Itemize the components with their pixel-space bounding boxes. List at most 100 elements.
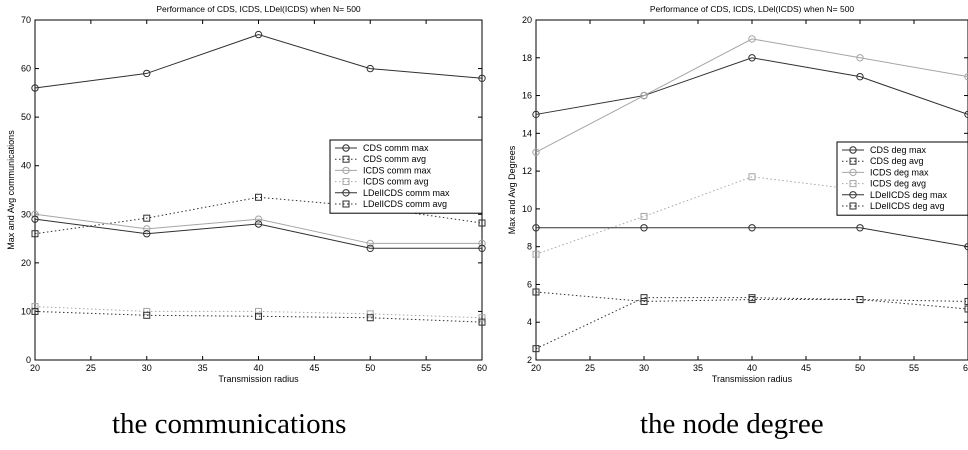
y-tick-label: 20 (522, 15, 532, 25)
data-point (964, 297, 968, 305)
legend-label: ICDS comm max (363, 165, 432, 175)
series-cds-deg-max (532, 54, 968, 119)
data-point (255, 193, 262, 201)
data-point (532, 345, 540, 353)
x-tick-label: 20 (30, 363, 40, 373)
y-axis-label: Max and Avg communications (6, 130, 16, 250)
x-tick-label: 55 (421, 363, 431, 373)
data-point (748, 173, 756, 181)
x-tick-label: 40 (253, 363, 263, 373)
data-point (640, 212, 648, 220)
data-point (532, 148, 540, 156)
data-point (366, 239, 374, 248)
data-point (964, 305, 968, 313)
data-point (143, 230, 151, 238)
y-tick-label: 6 (527, 279, 532, 289)
data-point (640, 224, 648, 232)
y-tick-label: 70 (21, 15, 31, 25)
legend-label: LDelICDS comm avg (363, 199, 447, 209)
legend-marker (342, 144, 350, 152)
data-point (856, 72, 864, 81)
y-tick-label: 50 (21, 112, 31, 122)
legend-label: CDS deg avg (870, 156, 924, 166)
legend-label: LDelICDS deg avg (870, 201, 945, 211)
y-tick-label: 20 (21, 258, 31, 268)
x-tick-label: 60 (963, 363, 968, 373)
data-point (143, 307, 151, 315)
x-tick-label: 30 (142, 363, 152, 373)
data-point (640, 297, 648, 305)
legend-label: ICDS deg avg (870, 179, 926, 189)
data-point (31, 303, 39, 311)
caption-node-degree: the node degree (640, 408, 824, 440)
data-point (31, 84, 39, 92)
y-tick-label: 18 (522, 53, 532, 63)
y-tick-label: 4 (527, 317, 532, 327)
data-point (856, 296, 864, 304)
data-point (143, 69, 151, 78)
legend-label: LDelICDS deg max (870, 190, 948, 200)
data-point (143, 225, 151, 233)
series-line (34, 310, 483, 323)
data-point (254, 220, 263, 228)
data-point (255, 312, 262, 320)
x-tick-label: 25 (86, 363, 96, 373)
data-point (478, 244, 486, 252)
series-cds-comm-max (31, 30, 486, 92)
data-point (748, 224, 756, 232)
data-point (640, 91, 648, 100)
legend-label: ICDS comm avg (363, 177, 429, 187)
series-line (34, 34, 483, 89)
legend-marker (342, 189, 350, 197)
data-point (748, 296, 756, 304)
y-tick-label: 60 (21, 64, 31, 74)
x-tick-label: 55 (909, 363, 919, 373)
data-point (532, 110, 540, 119)
legend-label: LDelICDS comm max (363, 188, 450, 198)
data-point (143, 214, 151, 222)
data-point (532, 288, 540, 296)
data-point (31, 215, 39, 223)
y-axis-label: Max and Avg Degrees (507, 145, 517, 234)
x-tick-label: 20 (531, 363, 541, 373)
data-point (254, 30, 263, 39)
legend-marker (342, 200, 350, 208)
x-tick-label: 40 (747, 363, 757, 373)
series-ldelicds-comm-max (31, 215, 486, 252)
x-tick-label: 50 (855, 363, 865, 373)
x-tick-label: 50 (365, 363, 375, 373)
y-tick-label: 2 (527, 355, 532, 365)
x-tick-label: 60 (477, 363, 487, 373)
data-point (532, 250, 540, 258)
data-point (143, 311, 151, 319)
data-point (255, 307, 262, 315)
series-ldelicds-deg-avg (532, 288, 968, 313)
chart-title: Performance of CDS, ICDS, LDel(ICDS) whe… (156, 4, 361, 14)
x-tick-label: 30 (639, 363, 649, 373)
data-point (478, 314, 486, 322)
y-tick-label: 8 (527, 242, 532, 252)
legend-box (836, 141, 968, 216)
x-tick-label: 35 (198, 363, 208, 373)
series-icds-comm-max (31, 210, 486, 248)
data-point (478, 219, 486, 227)
y-tick-label: 10 (21, 306, 31, 316)
x-axis-label: Transmission radius (712, 374, 793, 384)
x-tick-label: 45 (309, 363, 319, 373)
x-tick-label: 35 (693, 363, 703, 373)
legend-marker (849, 157, 857, 165)
x-axis-label: Transmission radius (218, 374, 299, 384)
series-icds-deg-max (532, 35, 968, 156)
series-line (535, 57, 968, 115)
y-tick-label: 10 (522, 204, 532, 214)
data-point (478, 239, 486, 248)
y-tick-label: 30 (21, 209, 31, 219)
series-line (535, 297, 968, 350)
data-point (366, 314, 374, 322)
legend-label: CDS deg max (870, 145, 927, 155)
legend-marker (849, 180, 857, 188)
series-line (535, 38, 968, 153)
